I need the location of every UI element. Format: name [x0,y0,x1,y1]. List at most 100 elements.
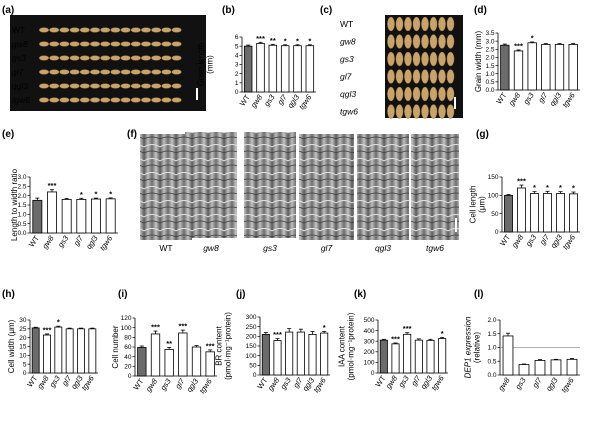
panel-k: (k) 0 100 200 300 400 500 IAA content (pmol·mg⁻¹… [338,289,448,392]
sample-label-WT: WT [12,25,25,35]
grain [39,83,50,89]
panel-l: (l) 0.0 0.5 1.0 1.5 2.0 DEP1 expression (relati… [464,289,580,394]
grain [151,41,162,47]
grain [404,51,412,67]
grain [130,97,141,103]
grain [59,41,70,47]
grain [421,51,429,67]
significance-label: *** [403,324,412,333]
significance-label: * [109,189,112,198]
bar-gw8 [391,343,400,374]
grain [412,86,421,102]
grain [171,55,182,61]
grain [89,27,100,33]
sample-label-qgl3: qgl3 [12,81,28,91]
x-tick-label: gw8 [507,90,523,107]
bar-gw8 [273,340,282,376]
bar-gs3 [530,193,539,233]
x-tick-label: tgw6 [98,233,115,252]
y-axis-label-line: Cell width (μm) [7,319,16,373]
y-tick-label: 2 [235,71,239,78]
y-tick-label: 0.0 [487,372,496,379]
bar-tgw6 [205,351,215,377]
significance-label: * [95,190,98,199]
y-tick-label: 2.0 [485,55,494,62]
y-tick-label: 250 [246,324,257,331]
panel-f: (f) WT gw8 gs3 gl7 qgl3 tgw6 [127,129,459,253]
grain [429,69,438,84]
panel-c-label: (c) [320,5,332,16]
x-tick-label: gs3 [158,376,173,392]
sample-label-tgw6: tgw6 [12,95,30,105]
y-tick-label: 300 [364,338,375,345]
grain [421,16,429,32]
sample-label-gl7: gl7 [12,67,24,77]
y-tick-label: 6 [235,34,239,41]
grain [110,97,121,103]
grain [438,104,446,119]
grain [387,104,395,119]
grain [438,16,446,32]
grain [89,83,100,89]
panel-i-label: (i) [118,289,127,300]
bar-qgl3 [550,359,562,376]
sample-label-WT: WT [340,19,353,29]
x-tick-label: tgw6 [80,373,97,392]
bar-qgl3 [77,328,85,374]
x-tick-label: tgw6 [197,376,214,395]
x-tick-label: tgw6 [311,375,328,394]
sample-label-gs3: gs3 [12,53,26,63]
bar-qgl3 [293,45,302,93]
grain [39,27,50,33]
grain [161,55,172,61]
y-axis-label-line: BR content [215,325,224,365]
significance-label: * [559,183,562,192]
sample-label-gw8: gw8 [12,39,28,49]
sem-image-gl7 [299,134,354,240]
grain [130,83,141,89]
y-tick-label: 10 [19,353,27,360]
y-axis-label-line: (relative) [473,332,482,363]
grain [161,41,172,47]
y-tick-label: 0.5 [485,79,494,86]
grain [151,69,162,75]
grain [404,34,412,49]
sample-label-qgl3: qgl3 [340,89,356,99]
grain [421,34,429,49]
grain [387,69,395,84]
x-tick-label: qgl3 [84,233,100,250]
sem-image-tgw6 [411,134,459,240]
significance-label: * [546,183,549,192]
grain [120,55,131,61]
sem-image-gs3 [244,132,296,238]
grain [130,69,141,75]
significance-label: * [441,329,444,338]
y-tick-label: 50 [491,211,499,218]
grain [79,55,90,61]
y-tick-label: 3.0 [485,38,494,45]
grain [69,83,80,89]
grain [59,55,70,61]
y-tick-label: 3.5 [485,30,494,37]
x-tick-label: gs3 [56,233,71,249]
grain [49,41,60,47]
sem-image-gw8 [185,132,237,238]
y-tick-label: 2.0 [17,193,26,200]
grain [171,69,182,75]
significance-label: *** [517,177,526,186]
y-tick-label: 0 [23,370,27,377]
significance-label: * [531,33,534,42]
y-tick-label: 1.0 [17,212,26,219]
grain [79,27,90,33]
grain [171,41,182,47]
panel-a: (a) WT gw8 gs3 gl7 qgl3 tgw6 [2,5,206,111]
bar-gl7 [65,328,74,374]
bar-gs3 [268,44,278,93]
y-axis-label: IAA content (pmol·mg⁻¹protein) [338,312,356,380]
bar-WT [137,347,147,377]
bar-gs3 [54,326,63,374]
